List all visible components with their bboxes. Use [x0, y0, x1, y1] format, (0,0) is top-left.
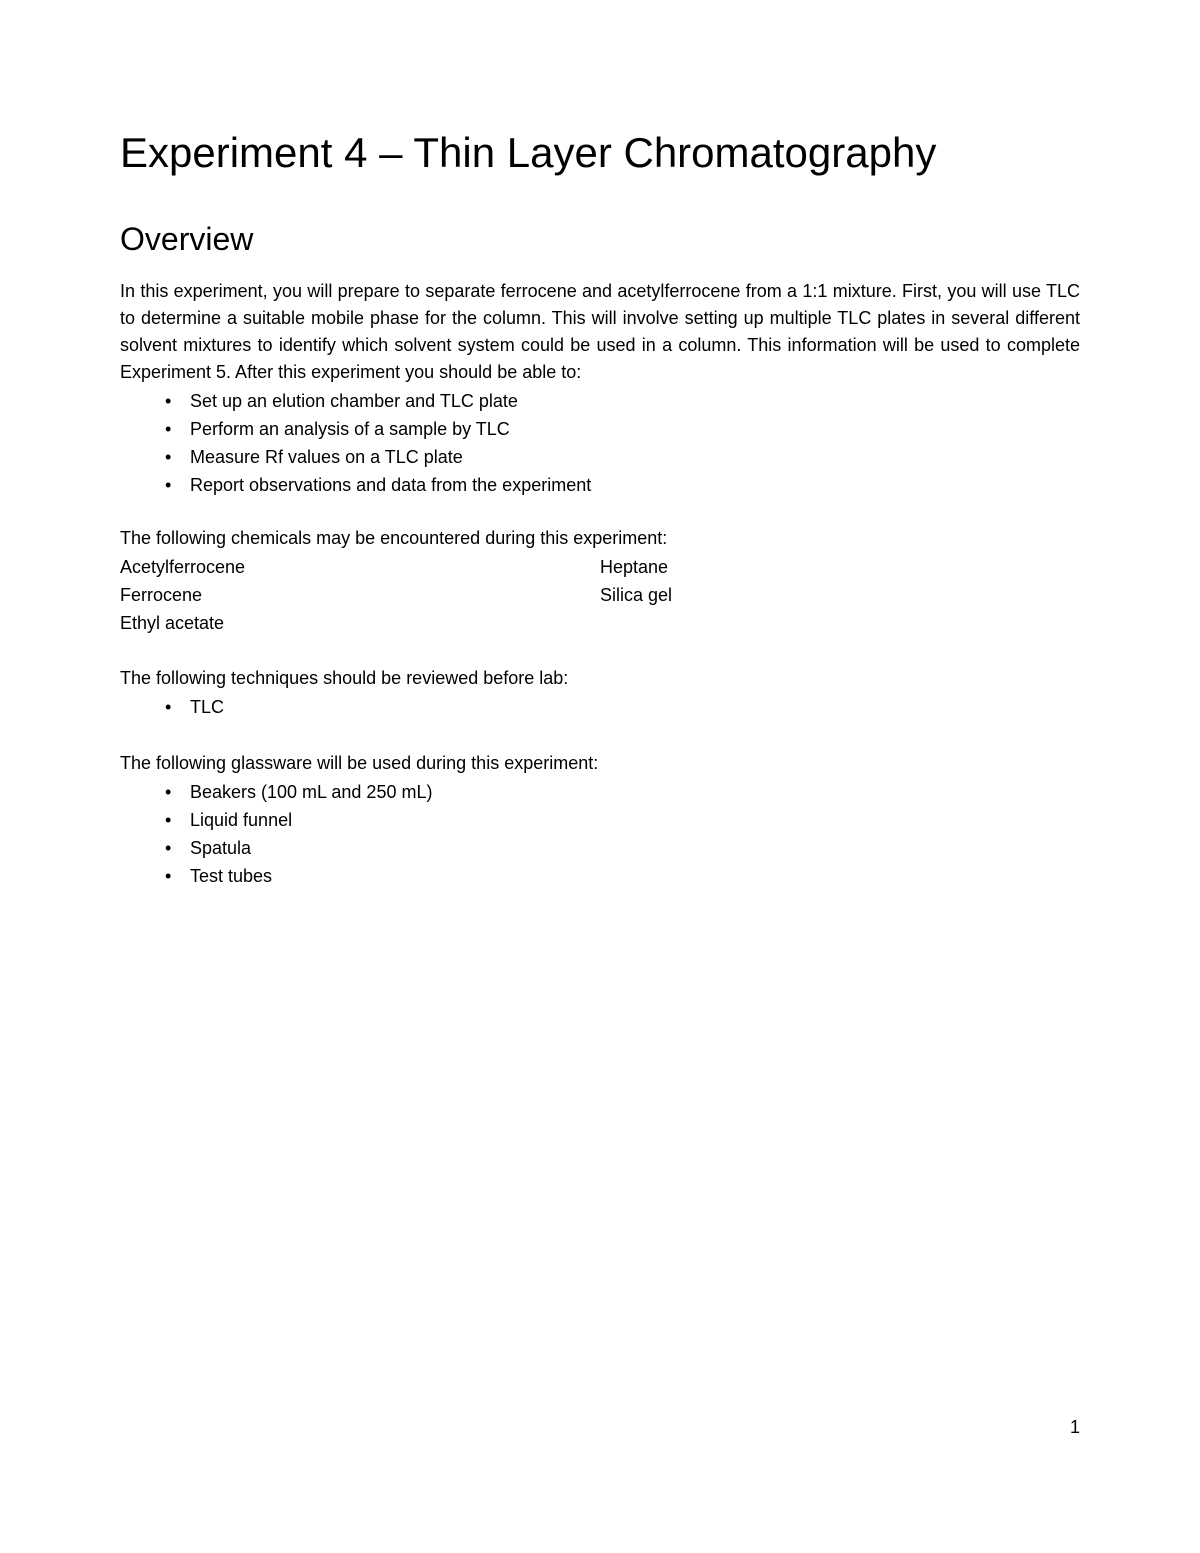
techniques-label: The following techniques should be revie… [120, 665, 1080, 692]
technique-item: TLC [165, 694, 1080, 722]
techniques-section: The following techniques should be revie… [120, 665, 1080, 722]
glassware-label: The following glassware will be used dur… [120, 750, 1080, 777]
intro-paragraph: In this experiment, you will prepare to … [120, 278, 1080, 386]
chemical-item: Ethyl acetate [120, 610, 600, 638]
chemical-item: Heptane [600, 554, 1080, 582]
glassware-list: Beakers (100 mL and 250 mL) Liquid funne… [165, 779, 1080, 891]
chemicals-column-left: Acetylferrocene Ferrocene Ethyl acetate [120, 554, 600, 638]
chemical-item: Silica gel [600, 582, 1080, 610]
chemicals-column-right: Heptane Silica gel [600, 554, 1080, 638]
chemicals-label: The following chemicals may be encounter… [120, 525, 1080, 552]
chemicals-grid: Acetylferrocene Ferrocene Ethyl acetate … [120, 554, 1080, 638]
glassware-item: Beakers (100 mL and 250 mL) [165, 779, 1080, 807]
document-title: Experiment 4 – Thin Layer Chromatography [120, 130, 1080, 176]
objective-item: Measure Rf values on a TLC plate [165, 444, 1080, 472]
glassware-item: Test tubes [165, 863, 1080, 891]
objective-item: Set up an elution chamber and TLC plate [165, 388, 1080, 416]
glassware-item: Liquid funnel [165, 807, 1080, 835]
techniques-list: TLC [165, 694, 1080, 722]
chemical-item: Ferrocene [120, 582, 600, 610]
glassware-item: Spatula [165, 835, 1080, 863]
chemical-item: Acetylferrocene [120, 554, 600, 582]
objective-item: Perform an analysis of a sample by TLC [165, 416, 1080, 444]
overview-heading: Overview [120, 221, 1080, 258]
glassware-section: The following glassware will be used dur… [120, 750, 1080, 891]
objective-item: Report observations and data from the ex… [165, 472, 1080, 500]
page-number: 1 [1070, 1417, 1080, 1438]
objectives-list: Set up an elution chamber and TLC plate … [165, 388, 1080, 500]
